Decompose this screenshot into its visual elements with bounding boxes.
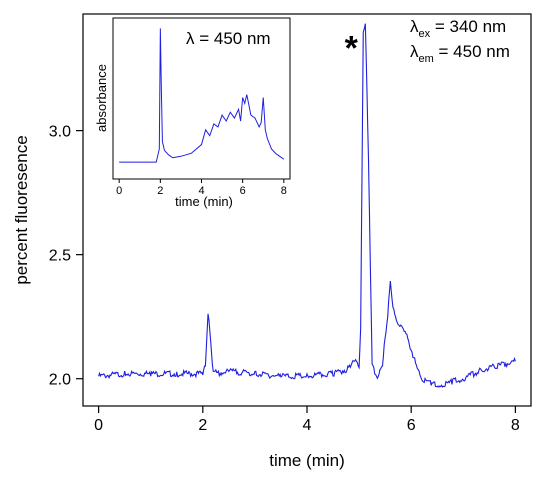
inset-x-tick-label: 8 [281,185,287,197]
peak-marker-asterisk: * [345,29,359,67]
main-y-tick-label: 2.5 [49,248,71,265]
inset-x-axis-title: time (min) [175,194,233,209]
main-x-tick-label: 0 [94,417,103,434]
main-y-tick-label: 2.0 [49,372,71,389]
main-series-line [98,23,516,388]
main-x-tick-label: 6 [407,417,416,434]
inset-series-group [119,28,285,163]
main-y-axis-title: percent fluoresence [12,135,31,284]
inset-x-tick-label: 0 [116,185,122,197]
inset-series-line [119,28,285,163]
inset-plot-frame [112,17,291,180]
inset-x-tick-label: 6 [240,185,246,197]
main-series-group [98,23,516,388]
excitation-wavelength-label: λex = 340 nm [410,17,506,40]
inset-x-tick-label: 4 [198,185,204,197]
inset-x-tick-label: 2 [157,185,163,197]
main-x-tick-label: 8 [511,417,520,434]
main-x-tick-label: 2 [198,417,207,434]
inset-axis-ticks: 0 2 4 6 8 [116,179,287,197]
inset-y-axis-title: absorbance [94,64,109,132]
main-x-tick-label: 4 [303,417,312,434]
inset-wavelength-label: λ = 450 nm [186,29,271,48]
main-y-tick-label: 3.0 [49,124,71,141]
main-axis-ticks: 0 2 4 6 8 2.0 2.5 3.0 [49,124,520,434]
main-x-axis-title: time (min) [269,451,345,470]
emission-wavelength-label: λem = 450 nm [410,42,510,65]
